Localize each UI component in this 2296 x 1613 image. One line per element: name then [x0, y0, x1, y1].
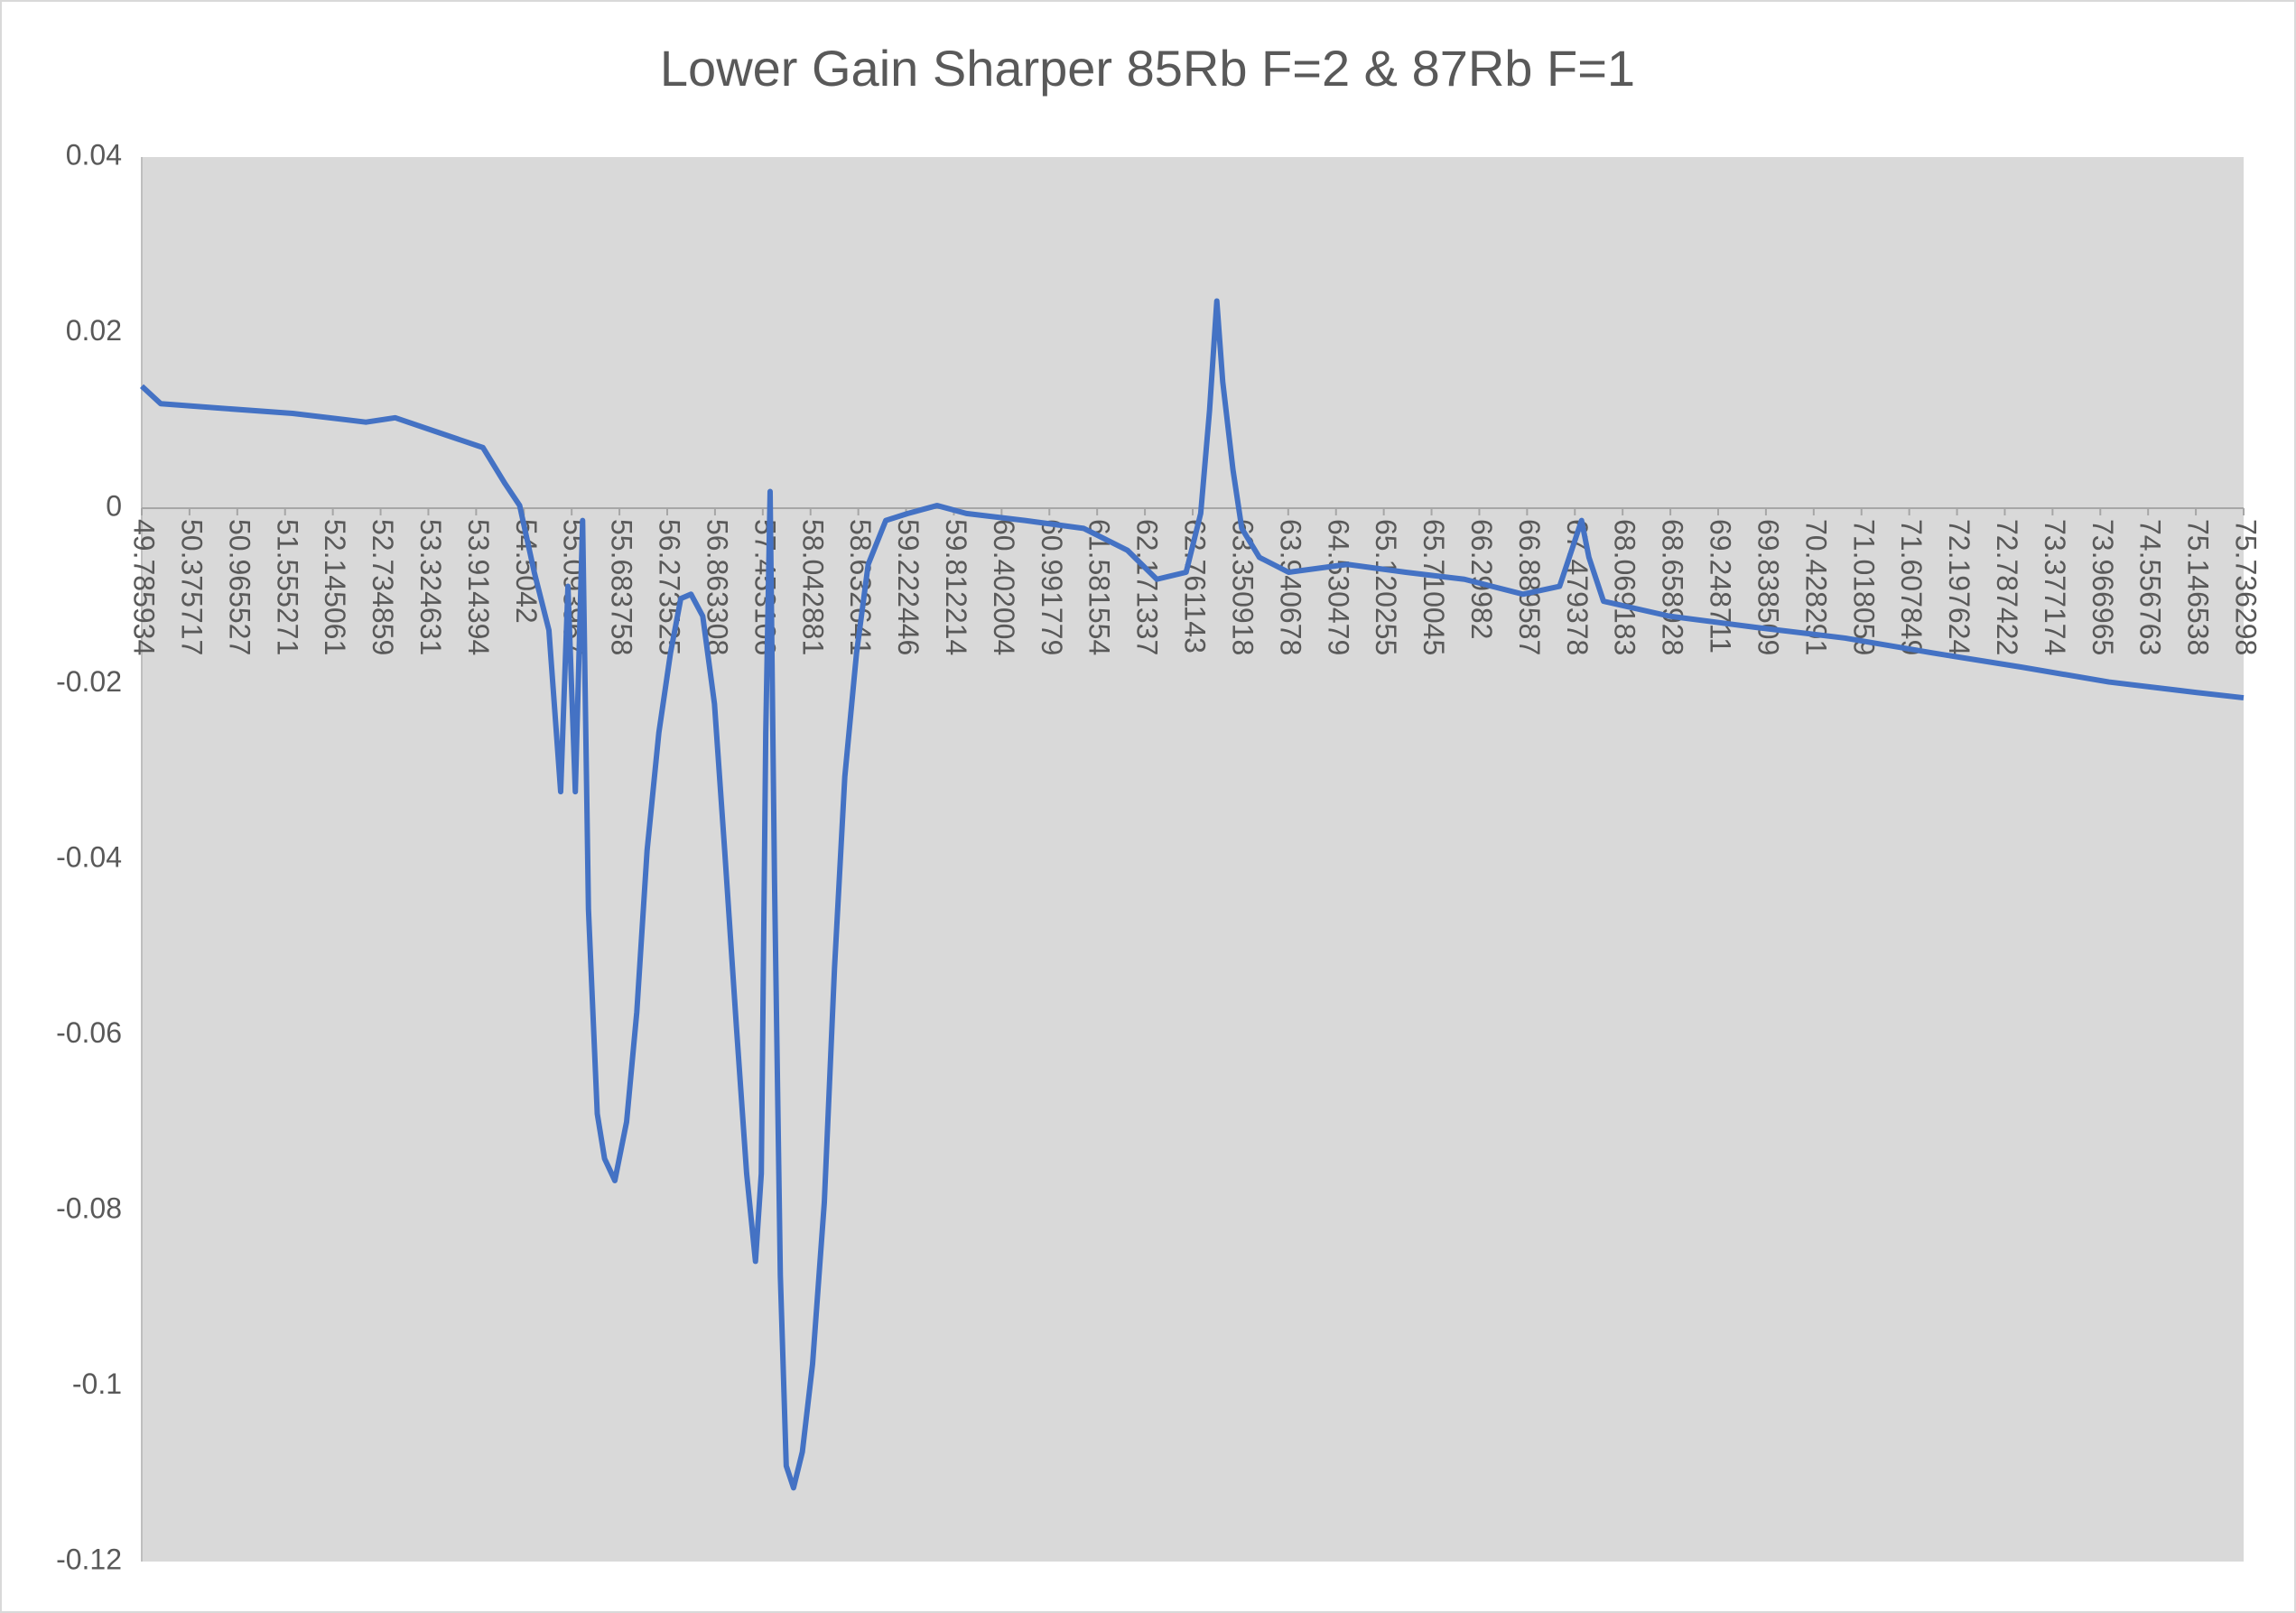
plot-area: [142, 157, 2244, 1562]
chart-title: Lower Gain Sharper 85Rb F=2 & 87Rb F=1: [660, 40, 1635, 97]
x-tick-label: 72.787422: [1991, 519, 2023, 655]
x-tick-label: 65.710045: [1418, 519, 1450, 655]
y-tick-label: 0: [106, 489, 122, 522]
x-tick-label: 63.350918: [1226, 519, 1259, 655]
y-tick-label: -0.1: [72, 1367, 122, 1400]
x-tick-label: 55.683758: [606, 519, 638, 655]
y-tick-label: 0.02: [66, 314, 122, 347]
x-tick-label: 74.556763: [2134, 519, 2167, 655]
data-line: [139, 298, 2245, 1491]
x-tick-label: 52.145061: [319, 519, 351, 655]
x-tick-label: 50.965527: [223, 519, 256, 655]
x-tick-label: 66.889587: [1513, 519, 1546, 655]
x-tick-label: 64.530479: [1322, 519, 1354, 655]
y-tick-label: 0.04: [66, 138, 122, 171]
x-tick-label: 62.171337: [1131, 519, 1164, 655]
x-tick-label: 50.375717: [175, 519, 208, 655]
x-tick-label: 51.555271: [271, 519, 303, 655]
y-tick-label: -0.04: [56, 840, 122, 873]
x-tick-label: 49.785934: [128, 519, 161, 655]
x-tick-label: 75.736298: [2230, 519, 2263, 655]
x-tick-label: 73.966965: [2087, 519, 2119, 655]
x-tick-label: 53.324631: [414, 519, 447, 655]
x-tick-label: 69.248711: [1705, 519, 1737, 654]
x-tick-label: 73.377174: [2039, 519, 2071, 655]
x-tick-label: 72.197624: [1943, 519, 1975, 655]
x-tick-label: 53.914394: [462, 519, 495, 655]
y-tick-label: -0.08: [56, 1191, 122, 1224]
x-tick-label: 59.222446: [892, 519, 925, 655]
x-tick-label: 63.940678: [1274, 519, 1306, 655]
x-tick-label: 68.069183: [1609, 519, 1641, 655]
x-tick-label: 59.812214: [940, 519, 972, 655]
x-tick-label: 60.402004: [988, 519, 1020, 655]
x-tick-label: 56.273525: [654, 519, 686, 655]
x-tick-label: 58.042881: [796, 519, 829, 655]
x-tick-label: 52.734859: [367, 519, 399, 655]
y-tick-label: -0.06: [56, 1016, 122, 1049]
x-tick-label: 68.658928: [1657, 519, 1689, 655]
x-tick-label: 71.607849: [1895, 519, 1928, 655]
x-tick-label: 60.991779: [1036, 519, 1068, 655]
x-tick-label: 65.120255: [1370, 519, 1402, 655]
y-tick-label: -0.02: [56, 665, 122, 698]
y-tick-label: -0.12: [56, 1543, 122, 1575]
x-tick-label: 71.018059: [1847, 519, 1880, 655]
x-tick-label: 69.838509: [1752, 519, 1784, 655]
x-tick-label: 75.146538: [2182, 519, 2215, 655]
